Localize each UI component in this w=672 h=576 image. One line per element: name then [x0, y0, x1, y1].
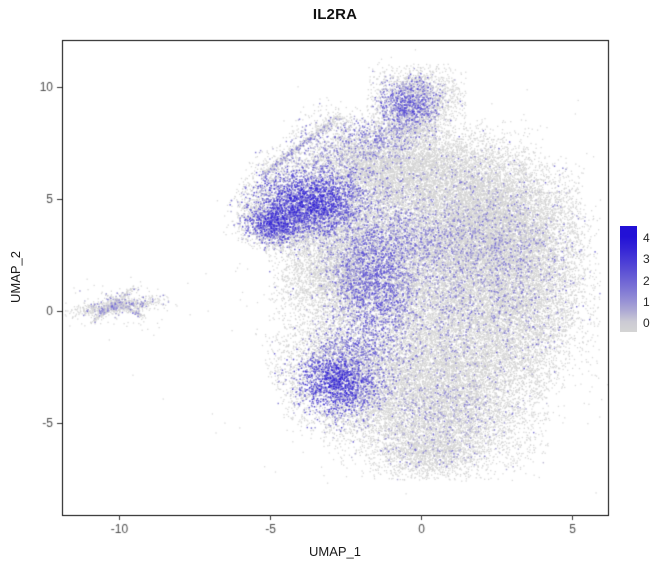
legend-tick-label: 4 — [643, 230, 650, 245]
expression-legend: 4 3 2 1 0 — [620, 226, 672, 342]
x-axis-label: UMAP_1 — [308, 544, 362, 559]
legend-tick-label: 3 — [643, 252, 650, 267]
legend-tick-label: 0 — [643, 316, 650, 331]
legend-gradient-bar — [620, 226, 637, 332]
y-axis-label: UMAP_2 — [8, 250, 23, 304]
legend-tick-label: 2 — [643, 273, 650, 288]
plot-title: IL2RA — [312, 6, 358, 23]
legend-tick-label: 1 — [643, 295, 650, 310]
legend-tick-labels: 4 3 2 1 0 — [620, 226, 672, 342]
